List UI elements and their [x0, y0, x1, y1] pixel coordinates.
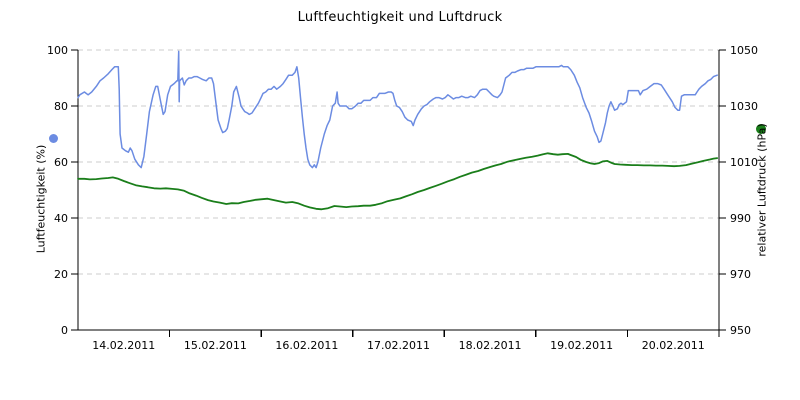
- left-tick-label: 60: [54, 156, 68, 169]
- x-tick-label: 15.02.2011: [184, 339, 247, 352]
- left-tick-label: 40: [54, 212, 68, 225]
- right-tick-label: 990: [730, 212, 751, 225]
- left-tick-label: 100: [47, 44, 68, 57]
- right-tick-label: 1050: [730, 44, 758, 57]
- left-tick-label: 0: [61, 324, 68, 337]
- x-tick-label: 20.02.2011: [642, 339, 705, 352]
- right-tick-label: 1010: [730, 156, 758, 169]
- x-tick-label: 19.02.2011: [550, 339, 613, 352]
- right-tick-label: 1030: [730, 100, 758, 113]
- x-tick-label: 16.02.2011: [275, 339, 338, 352]
- left-tick-label: 80: [54, 100, 68, 113]
- humidity-legend-dot-icon: [49, 134, 58, 143]
- chart-title: Luftfeuchtigkeit und Luftdruck: [297, 10, 503, 25]
- x-tick-label: 14.02.2011: [92, 339, 155, 352]
- x-tick-label: 18.02.2011: [459, 339, 522, 352]
- pressure-line: [77, 152, 719, 211]
- humidity-line: [77, 50, 718, 169]
- pressure-legend-dot-icon: [756, 124, 766, 134]
- right-tick-label: 950: [730, 324, 751, 337]
- right-tick-label: 970: [730, 268, 751, 281]
- x-tick-label: 17.02.2011: [367, 339, 430, 352]
- left-tick-label: 20: [54, 268, 68, 281]
